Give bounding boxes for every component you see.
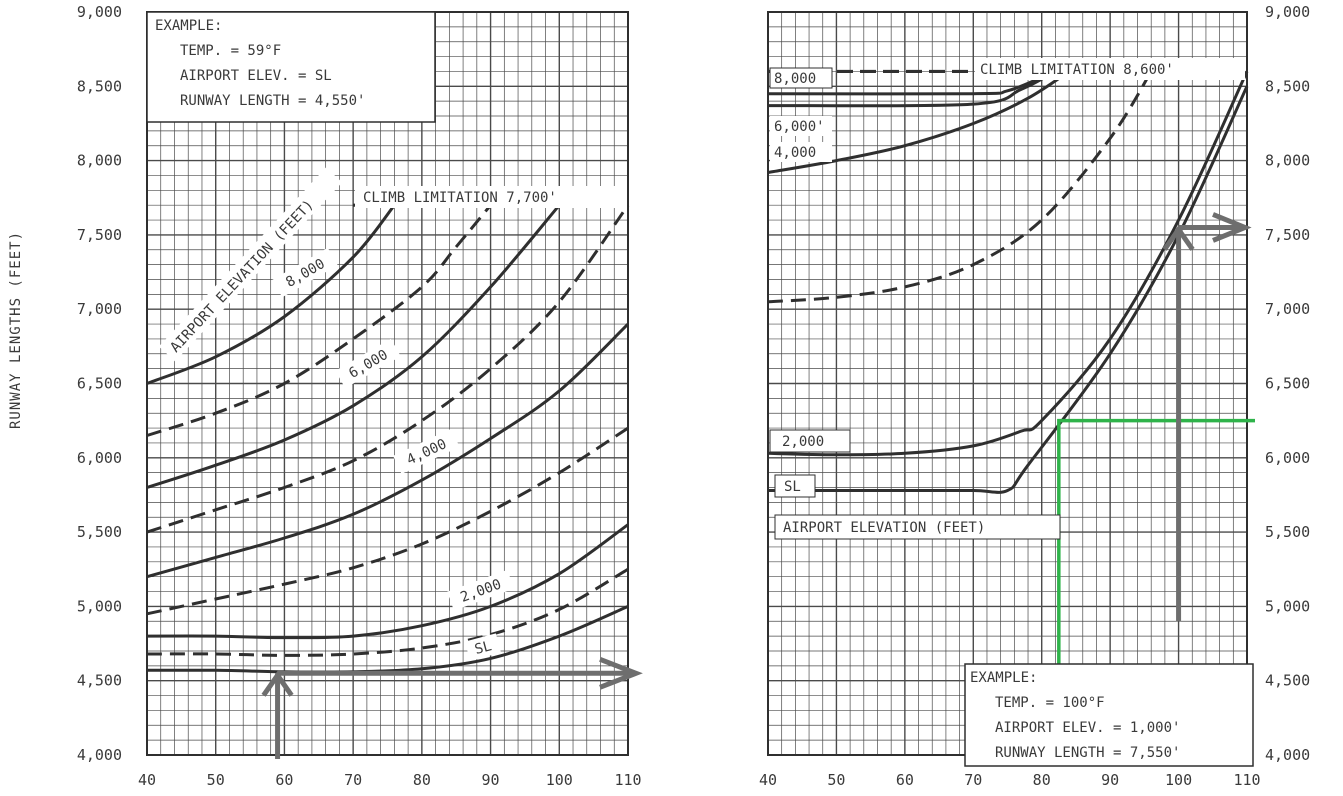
x-tick-label: 40 [138,771,156,789]
left-tick-labels: 40 50 60 70 80 90 100 110 4,000 4,500 5,000 5,500 6,… [77,3,642,789]
right-4000-bg [770,142,832,162]
right-8000-bg [769,67,833,89]
left-example-arrows [261,656,643,759]
right-chart: 40 50 60 70 80 90 100 110 4,000 4,500 5,000 5,500 6,… [759,3,1310,789]
y-tick-label: 7,000 [77,300,122,318]
right-elev-4000-label: 4,000 [774,145,816,161]
y-tick-label: 9,000 [77,3,122,21]
y-tick-label: 4,000 [1265,746,1310,764]
x-tick-label: 100 [546,771,573,789]
left-8000-bg [272,247,338,298]
left-6000-bg [335,338,401,389]
right-elev-6000-label: 6,000' [774,119,825,135]
x-tick-label: 90 [482,771,500,789]
y-tick-label: 7,500 [77,226,122,244]
left-example-temp: TEMP. = 59°F [180,43,281,59]
x-tick-label: 80 [413,771,431,789]
left-chart: 40 50 60 70 80 90 100 110 4,000 4,500 5,000 5,500 6,… [77,3,643,789]
y-tick-label: 5,500 [1265,523,1310,541]
x-tick-label: 110 [1233,771,1260,789]
x-tick-label: 60 [896,771,914,789]
y-tick-label: 5,000 [77,597,122,615]
y-tick-label: 4,000 [77,746,122,764]
right-2000-bg [769,429,851,453]
y-axis-title: RUNWAY LENGTHS (FEET) [8,231,24,429]
left-example-box [146,11,436,123]
y-tick-label: 4,500 [1265,672,1310,690]
x-tick-label: 110 [614,771,641,789]
elevation-curve-8000 [146,204,396,385]
left-example-elev: AIRPORT ELEV. = SL [180,68,332,84]
left-airport-elev-bg [158,167,343,362]
x-tick-label: 70 [344,771,362,789]
y-tick-label: 6,500 [77,375,122,393]
x-tick-label: 40 [759,771,777,789]
elevation-curve-2000 [146,523,629,640]
right-sl-label: SL [784,479,801,495]
left-example-runway: RUNWAY LENGTH = 4,550' [180,93,365,109]
elevation-curve-7000 [146,204,492,437]
runway-arrowhead [1212,212,1252,243]
y-tick-label: 9,000 [1265,3,1310,21]
right-example-temp: TEMP. = 100°F [995,695,1105,711]
elevation-curve-6000 [767,70,1057,108]
right-airport-elevation-label: AIRPORT ELEVATION (FEET) [783,520,985,536]
right-example-title: EXAMPLE: [970,670,1037,686]
y-tick-label: 8,500 [1265,77,1310,95]
y-tick-label: 6,000 [77,449,122,467]
y-tick-label: 4,500 [77,672,122,690]
right-6000-bg [770,116,832,136]
elevation-curve-1000 [146,567,629,657]
left-sl-bg [464,633,502,661]
right-airport-elev-bg [774,514,1061,540]
x-tick-label: 100 [1165,771,1192,789]
y-tick-label: 7,500 [1265,226,1310,244]
right-climb-label-bg [975,58,1245,80]
left-example-title: EXAMPLE: [155,18,222,34]
right-sl-bg [774,474,816,498]
y-tick-label: 8,000 [77,152,122,170]
elevation-curve-3000 [767,70,1153,304]
left-sl-label: SL [473,638,493,658]
left-climb-limit-label: CLIMB LIMITATION 7,700' [363,190,557,206]
x-tick-label: 50 [207,771,225,789]
y-tick-label: 6,500 [1265,375,1310,393]
right-example-runway: RUNWAY LENGTH = 7,550' [995,745,1180,761]
left-climb-label-bg [355,186,627,208]
right-example-elev: AIRPORT ELEV. = 1,000' [995,720,1180,736]
y-tick-label: 7,000 [1265,300,1310,318]
y-tick-label: 5,500 [77,523,122,541]
elevation-curve-2000 [767,70,1249,457]
interpolation-path [1057,418,1255,755]
right-example-box [964,663,1254,767]
y-tick-label: 5,000 [1265,597,1310,615]
y-tick-label: 6,000 [1265,449,1310,467]
right-example-arrows [1057,212,1255,755]
right-elev-2000-label: 2,000 [782,434,824,450]
y-tick-label: 8,500 [77,77,122,95]
y-tick-label: 8,000 [1265,152,1310,170]
x-tick-label: 90 [1101,771,1119,789]
left-2000-bg [447,569,515,611]
x-tick-label: 80 [1033,771,1051,789]
x-tick-label: 60 [275,771,293,789]
elevation-curve-4000 [767,70,1070,174]
runway-arrowhead [599,656,643,690]
right-tick-labels: 40 50 60 70 80 90 100 110 4,000 4,500 5,000 5,500 6,… [759,3,1310,789]
x-tick-label: 70 [964,771,982,789]
elevation-curve-3000 [146,426,629,616]
elevation-curve-6000 [146,204,561,489]
x-tick-label: 50 [827,771,845,789]
right-climb-limit-label: CLIMB LIMITATION 8,600' [980,62,1174,78]
right-elev-8000-label: 8,000 [774,71,816,87]
left-4000-bg [393,428,460,474]
elevation-curve-4000 [146,323,630,579]
